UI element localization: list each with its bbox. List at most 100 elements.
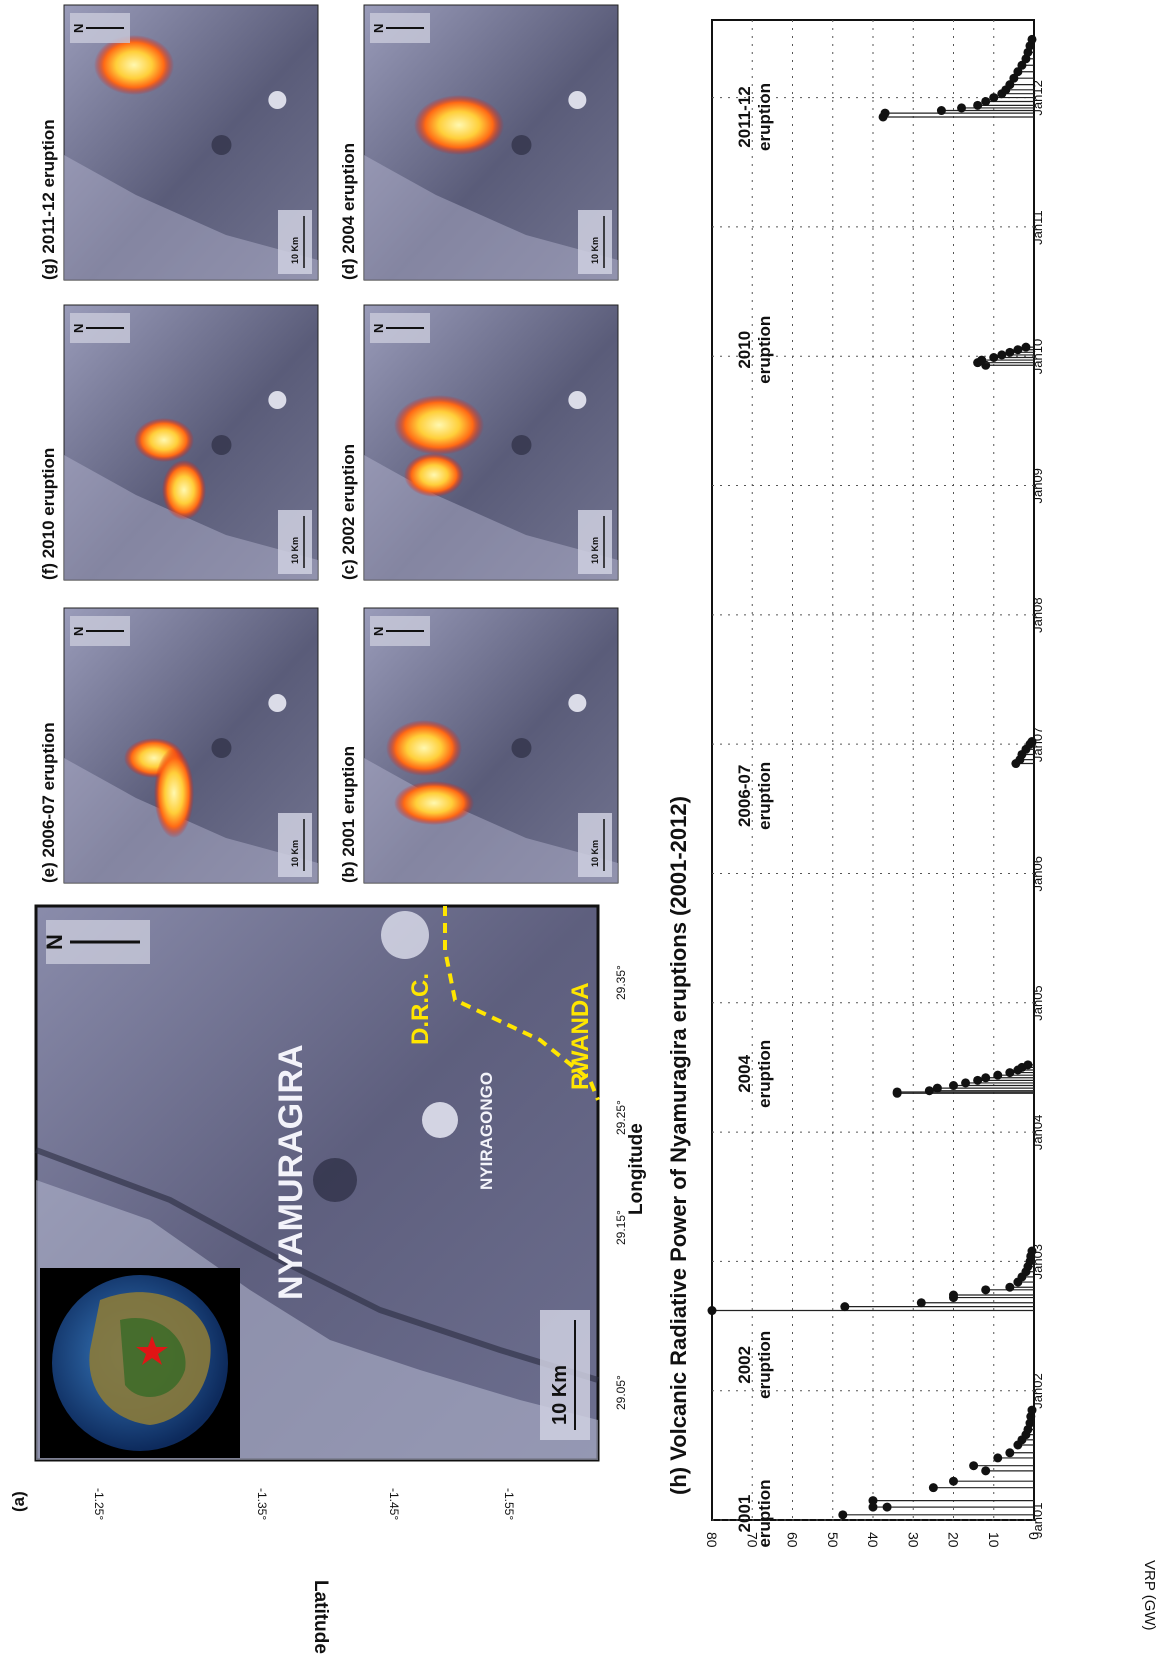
panel-f-terrain	[64, 455, 318, 580]
data-point-0-5	[949, 1476, 958, 1486]
xtick-label-Jan09: Jan09	[1030, 468, 1045, 503]
panel-f-title: (f) 2010 eruption	[39, 448, 58, 580]
data-point-2-9	[1005, 1068, 1015, 1078]
data-point-4-4	[997, 350, 1007, 360]
data-point-4-2	[977, 355, 987, 365]
panel-e-terrain	[64, 758, 318, 883]
panel-g-north: N	[71, 24, 86, 33]
data-point-0-9	[1005, 1448, 1015, 1458]
data-point-2-4	[949, 1081, 958, 1091]
ytick-label-70: 70	[744, 1532, 760, 1548]
panel-e-title: (e) 2006-07 eruption	[39, 722, 58, 883]
lava-flow-e-1	[154, 748, 194, 838]
ytick-label-50: 50	[825, 1532, 841, 1548]
panel-d-scale: 10 Km	[590, 237, 600, 264]
lava-flow-c-0	[394, 395, 484, 455]
chart-grid	[712, 20, 1034, 1521]
ytick-label-0: 0	[1026, 1532, 1042, 1540]
panel-c-scale-box	[578, 510, 612, 574]
panel-d-crater	[511, 135, 532, 155]
ytick-label-10: 10	[986, 1532, 1002, 1548]
border-line	[443, 906, 600, 1101]
data-point-0-4	[928, 1483, 938, 1493]
data-point-2-1	[892, 1087, 902, 1097]
panel-a-ridge	[34, 1147, 599, 1383]
data-point-5-12	[1017, 60, 1027, 70]
data-point-0-6	[981, 1466, 991, 1476]
panel-e-north: N	[71, 627, 86, 636]
data-point-2-5	[961, 1078, 971, 1088]
data-point-0-1	[868, 1502, 878, 1512]
nyiragongo-crater	[422, 1102, 458, 1138]
annotation-1-line-1: eruption	[755, 1331, 774, 1399]
annotation-2-line-1: eruption	[755, 1040, 774, 1108]
data-point-1-5	[981, 1285, 991, 1295]
panel-b-north: N	[371, 627, 386, 636]
xtick-label-Jan08: Jan08	[1030, 597, 1045, 632]
lava-flow-f-1	[162, 460, 206, 520]
data-point-2-3	[932, 1083, 942, 1093]
panel-e-scale: 10 Km	[290, 840, 300, 867]
panel-f-nyiragongo	[268, 391, 287, 409]
scale-bar-box	[540, 1310, 590, 1440]
ytick-label-30: 30	[905, 1532, 921, 1548]
data-point-0-8	[993, 1453, 1003, 1463]
data-point-1-1	[840, 1302, 850, 1312]
annotation-2-line-0: 2004	[735, 1054, 754, 1092]
ytick-label-40: 40	[865, 1532, 881, 1548]
lon-tick-3: 29.25°	[614, 1100, 628, 1135]
chart-xticks: Jan01 Jan02 Jan03 Jan04 Jan05 Jan06 Jan07 Jan08…	[1030, 80, 1045, 1538]
lon-tick-4: 29.35°	[614, 965, 628, 1000]
panel-g-nyiragongo	[268, 91, 287, 109]
panel-c-title: (c) 2002 eruption	[339, 444, 358, 580]
annotation-3-line-1: eruption	[755, 762, 774, 830]
panel-e-map	[63, 607, 319, 884]
panel-c-crater	[511, 435, 532, 455]
panel-c-scale: 10 Km	[590, 537, 600, 564]
chart-ylabel: VRP (GW)	[1141, 1560, 1158, 1631]
panel-g-scale-box	[278, 210, 312, 274]
panel-g-scale: 10 Km	[290, 237, 300, 264]
data-point-2-8	[993, 1070, 1003, 1080]
panel-e-crater	[211, 738, 232, 758]
panel-c-terrain	[364, 455, 618, 580]
panel-a: (a) N 10 Km NYAMURAGIRA NYIRAGONGO D.R.C…	[9, 904, 647, 1654]
lat-tick-1: -1.25°	[92, 1488, 106, 1520]
xtick-label-Jan12: Jan12	[1030, 80, 1045, 115]
data-point-3-5	[1027, 737, 1037, 747]
panel-f-scale-box	[278, 510, 312, 574]
data-point-1-0	[707, 1306, 717, 1316]
data-point-0-3	[868, 1496, 878, 1506]
xtick-label-Jan05: Jan05	[1030, 985, 1045, 1020]
panel-c: (c) 2002 eruption N 10 Km	[339, 304, 619, 581]
data-point-4-5	[1005, 347, 1015, 357]
north-label: N	[42, 934, 67, 950]
xtick-label-Jan11: Jan11	[1030, 210, 1045, 244]
lava-flow-c-1	[404, 453, 464, 497]
data-point-2-6	[973, 1075, 983, 1085]
panel-d-north: N	[371, 24, 386, 33]
data-point-1-2	[916, 1298, 926, 1308]
chart-yticks: 0 10 20 30 40 50 60 70 80	[704, 1532, 1042, 1548]
panel-d-terrain	[364, 155, 618, 280]
lon-tick-1: 29.05°	[614, 1375, 628, 1410]
panel-f-crater	[211, 435, 232, 455]
bright-crater	[381, 911, 429, 959]
panel-g-title: (g) 2011-12 eruption	[39, 119, 58, 280]
data-point-5-10	[1009, 73, 1019, 83]
lava-flow-b-0	[386, 720, 462, 776]
panel-f-north: N	[71, 324, 86, 333]
data-point-4-6	[1013, 345, 1023, 355]
panel-c-north: N	[371, 324, 386, 333]
chart-h: (h) Volcanic Radiative Power of Nyamurag…	[666, 19, 1158, 1631]
xtick-label-Jan02: Jan02	[1030, 1373, 1045, 1408]
data-point-0-7	[969, 1461, 979, 1471]
xtick-label-Jan06: Jan06	[1030, 856, 1045, 891]
panel-b: (b) 2001 eruption N 10 Km	[339, 607, 619, 884]
xtick-label-Jan04: Jan04	[1030, 1115, 1045, 1150]
data-point-5-2	[936, 106, 946, 116]
panel-b-title: (b) 2001 eruption	[339, 746, 358, 883]
panel-g-crater	[211, 135, 232, 155]
